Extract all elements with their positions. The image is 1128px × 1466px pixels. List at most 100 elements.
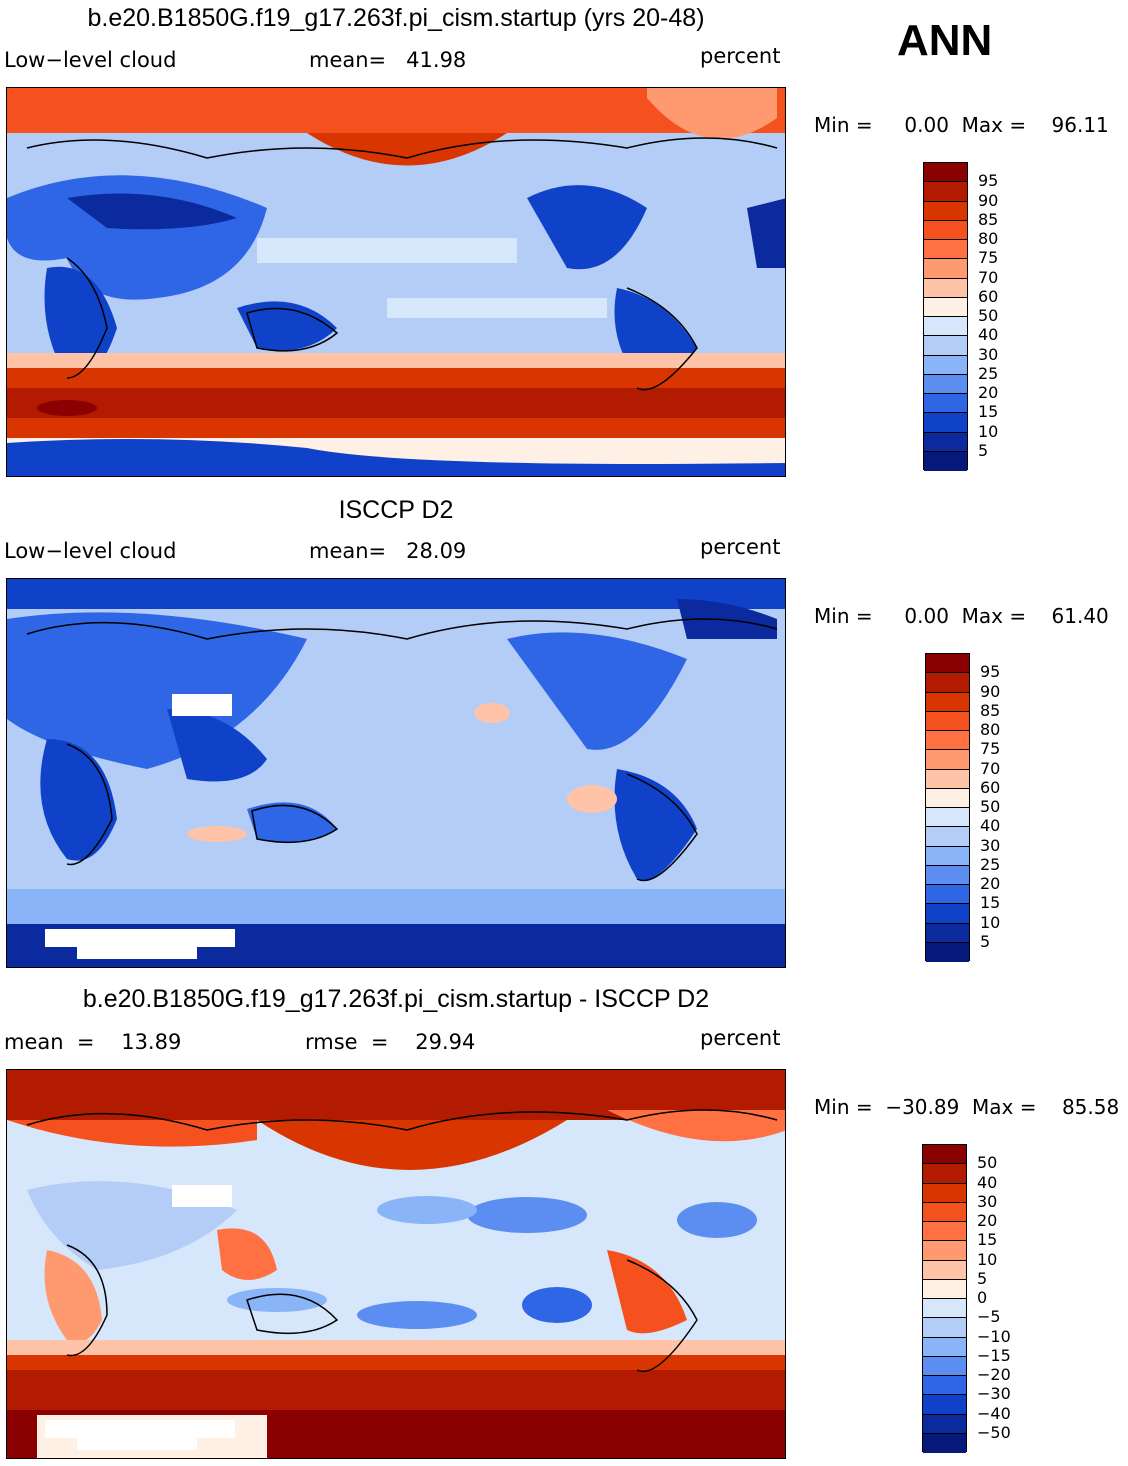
colorbar-segment: [926, 731, 969, 751]
colorbar-segment: [926, 692, 969, 712]
colorbar-segment: [923, 1222, 966, 1242]
colorbar-segment: [924, 317, 967, 337]
colorbar-level-label: 15: [977, 1230, 998, 1250]
colorbar-level-label: 25: [978, 363, 999, 383]
colorbar-segment: [923, 1279, 966, 1299]
colorbar-segment: [926, 923, 969, 943]
colorbar-segment: [924, 220, 967, 240]
colorbar-segment: [926, 750, 969, 770]
colorbar-segment: [926, 942, 969, 962]
colorbar-segment: [923, 1164, 966, 1184]
colorbar-segment: [924, 374, 967, 394]
colorbar-level-label: 30: [978, 344, 999, 364]
colorbar-level-label: 90: [978, 190, 999, 210]
panel2-map-graphic: [7, 579, 785, 967]
colorbar-level-label: 5: [980, 931, 991, 951]
colorbar-segment: [926, 654, 969, 674]
colorbar-level-label: 10: [980, 912, 1001, 932]
panel2-mean-label: mean= 28.09: [309, 539, 467, 563]
panel2-units-label: percent: [700, 535, 781, 559]
colorbar-level-label: 5: [977, 1268, 988, 1288]
colorbar-segment: [926, 711, 969, 731]
colorbar-segment: [923, 1299, 966, 1319]
panel1-variable-label: Low−level cloud: [4, 48, 177, 72]
colorbar-segment: [923, 1414, 966, 1434]
colorbar-level-label: 60: [978, 286, 999, 306]
panel1-colorbar: [923, 162, 968, 471]
panel3-units-label: percent: [700, 1026, 781, 1050]
colorbar-segment: [926, 904, 969, 924]
colorbar-level-label: 70: [978, 267, 999, 287]
colorbar-level-label: 20: [977, 1211, 998, 1230]
panel3-minmax: Min = −30.89 Max = 85.58: [814, 1095, 1120, 1119]
colorbar-level-label: −5: [977, 1307, 1001, 1327]
colorbar-level-label: 40: [977, 1172, 998, 1192]
panel2-map: [6, 578, 786, 968]
colorbar-segment: [926, 827, 969, 847]
colorbar-level-label: 30: [980, 835, 1001, 855]
colorbar-segment: [924, 259, 967, 279]
colorbar-level-label: 70: [980, 758, 1001, 778]
panel2-colorbar: [925, 653, 970, 962]
colorbar-level-label: 30: [977, 1191, 998, 1211]
colorbar-segment: [924, 432, 967, 452]
colorbar-level-label: −10: [977, 1326, 1011, 1346]
colorbar-segment: [926, 673, 969, 693]
colorbar-level-label: 40: [980, 816, 1001, 836]
colorbar-level-label: 50: [980, 797, 1001, 816]
colorbar-level-label: 15: [980, 893, 1001, 913]
colorbar-level-label: 85: [978, 209, 999, 229]
colorbar-segment: [923, 1260, 966, 1280]
colorbar-level-label: 50: [978, 306, 999, 325]
colorbar-segment: [923, 1202, 966, 1222]
colorbar-segment: [926, 885, 969, 905]
colorbar-level-label: 85: [980, 700, 1001, 720]
colorbar-segment: [924, 394, 967, 414]
colorbar-segment: [923, 1145, 966, 1165]
panel1-title: b.e20.B1850G.f19_g17.263f.pi_cism.startu…: [87, 4, 705, 32]
colorbar-segment: [923, 1433, 966, 1453]
colorbar-level-label: 80: [978, 229, 999, 248]
colorbar-segment: [926, 846, 969, 866]
panel3-rmse-label: rmse = 29.94: [305, 1030, 476, 1054]
colorbar-level-label: 50: [977, 1153, 998, 1173]
colorbar-level-label: −40: [977, 1403, 1011, 1423]
panel3-map: [6, 1069, 786, 1459]
colorbar-level-label: 20: [978, 383, 999, 402]
panel1-minmax: Min = 0.00 Max = 96.11: [814, 113, 1109, 137]
panel3-title: b.e20.B1850G.f19_g17.263f.pi_cism.startu…: [82, 985, 710, 1013]
colorbar-segment: [924, 201, 967, 221]
colorbar-segment: [924, 163, 967, 183]
colorbar-level-label: −50: [977, 1422, 1011, 1442]
panel2-variable-label: Low−level cloud: [4, 539, 177, 563]
colorbar-level-label: 95: [980, 662, 1001, 682]
colorbar-segment: [926, 865, 969, 885]
colorbar-segment: [924, 355, 967, 375]
colorbar-level-label: 10: [978, 421, 999, 441]
colorbar-segment: [924, 182, 967, 202]
colorbar-segment: [924, 413, 967, 433]
colorbar-level-label: −30: [977, 1384, 1011, 1404]
colorbar-segment: [923, 1337, 966, 1357]
colorbar-level-label: 40: [978, 325, 999, 345]
colorbar-segment: [926, 769, 969, 789]
colorbar-level-label: 25: [980, 854, 1001, 874]
colorbar-level-label: 75: [978, 248, 999, 268]
colorbar-level-label: 10: [977, 1249, 998, 1269]
panel1-map: [6, 87, 786, 477]
season-label: ANN: [897, 16, 993, 65]
colorbar-level-label: 80: [980, 720, 1001, 739]
panel1-mean-label: mean= 41.98: [309, 48, 467, 72]
colorbar-level-label: 75: [980, 739, 1001, 759]
colorbar-segment: [924, 278, 967, 298]
colorbar-segment: [924, 240, 967, 260]
colorbar-segment: [923, 1241, 966, 1261]
colorbar-segment: [923, 1183, 966, 1203]
colorbar-segment: [926, 808, 969, 828]
colorbar-level-label: 15: [978, 402, 999, 422]
colorbar-segment: [926, 788, 969, 808]
colorbar-segment: [923, 1395, 966, 1415]
colorbar-level-label: −20: [977, 1365, 1011, 1384]
colorbar-segment: [923, 1356, 966, 1376]
panel3-mean-label: mean = 13.89: [4, 1030, 182, 1054]
